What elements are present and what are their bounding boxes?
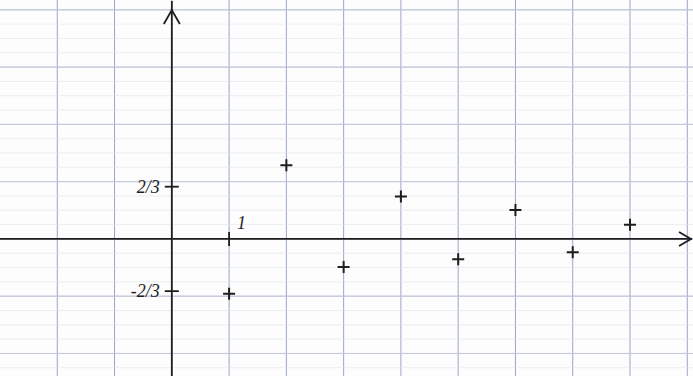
grid-line bbox=[0, 124, 693, 125]
grid-line bbox=[0, 181, 693, 182]
grid-line bbox=[57, 0, 58, 376]
grid-line bbox=[458, 0, 459, 376]
grid-line bbox=[0, 353, 693, 354]
point bbox=[223, 288, 235, 300]
grid-line bbox=[343, 0, 344, 376]
point bbox=[452, 253, 464, 265]
y-tick bbox=[165, 186, 179, 188]
x-tick bbox=[228, 232, 230, 246]
grid-line bbox=[0, 367, 693, 368]
grid-line bbox=[0, 138, 693, 139]
y-tick bbox=[165, 290, 179, 292]
paper bbox=[0, 0, 693, 376]
grid-line bbox=[0, 281, 693, 282]
grid-line bbox=[0, 9, 693, 10]
grid-line bbox=[0, 153, 693, 154]
paper-grid bbox=[0, 0, 693, 376]
grid-line bbox=[0, 238, 693, 239]
grid-line bbox=[286, 0, 287, 376]
grid-line bbox=[0, 181, 693, 182]
x-arrow bbox=[679, 232, 691, 246]
point bbox=[395, 191, 407, 203]
y-arrow bbox=[164, 10, 180, 24]
x-tick-label: 1 bbox=[237, 213, 246, 233]
grid-line bbox=[572, 0, 573, 376]
grid-line bbox=[0, 296, 693, 297]
grid-line bbox=[0, 52, 693, 53]
grid-line bbox=[0, 81, 693, 82]
grid-line bbox=[515, 0, 516, 376]
grid-line bbox=[0, 324, 693, 325]
points bbox=[223, 159, 636, 299]
grid-line bbox=[114, 0, 115, 376]
grid-line bbox=[229, 0, 230, 376]
grid-line bbox=[0, 238, 693, 239]
point bbox=[280, 159, 292, 171]
grid-line bbox=[630, 0, 631, 376]
grid-line bbox=[0, 210, 693, 211]
grid-line bbox=[0, 110, 693, 111]
grid-line bbox=[0, 95, 693, 96]
grid-line bbox=[0, 24, 693, 25]
x-axis bbox=[0, 238, 692, 240]
point bbox=[624, 219, 636, 231]
grid-line bbox=[0, 339, 693, 340]
grid-line bbox=[0, 224, 693, 225]
grid-line bbox=[171, 0, 172, 376]
y-tick-label: 2/3 bbox=[137, 177, 160, 197]
y-axis bbox=[171, 1, 173, 376]
grid-line bbox=[0, 253, 693, 254]
grid-line bbox=[0, 67, 693, 68]
grid-line bbox=[0, 195, 693, 196]
point bbox=[338, 261, 350, 273]
grid-line bbox=[400, 0, 401, 376]
grid-line bbox=[0, 67, 693, 68]
grid-line bbox=[0, 353, 693, 354]
y-tick-label: -2/3 bbox=[131, 281, 160, 301]
point bbox=[509, 204, 521, 216]
point bbox=[567, 246, 579, 258]
grid-line bbox=[687, 0, 688, 376]
grid-line bbox=[0, 38, 693, 39]
grid-line bbox=[0, 296, 693, 297]
grid-line bbox=[0, 310, 693, 311]
grid-line bbox=[0, 9, 693, 10]
grid-line bbox=[0, 167, 693, 168]
chart: 1 2/3 -2/3 bbox=[0, 0, 693, 376]
grid-line bbox=[0, 124, 693, 125]
